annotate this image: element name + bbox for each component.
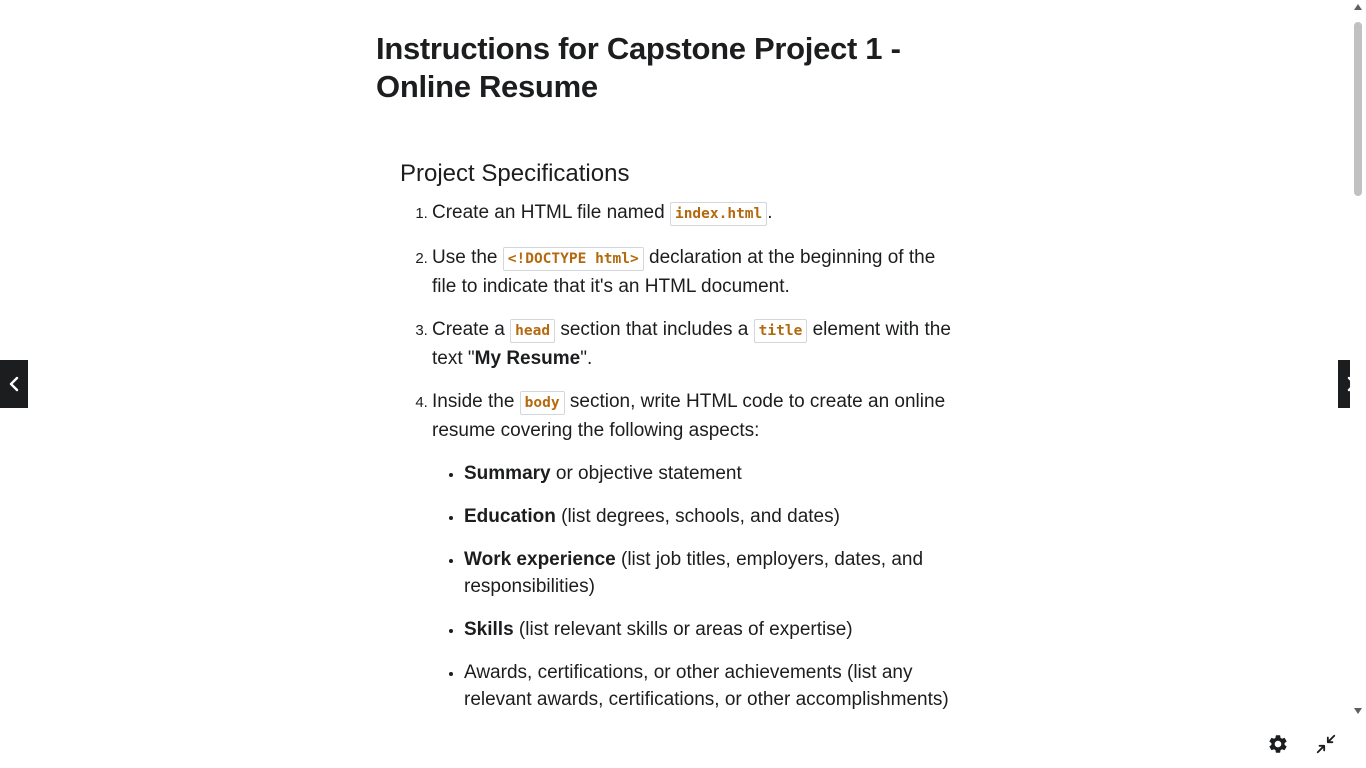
spec-text: Create an HTML file named	[432, 202, 670, 223]
spec-text: Use the	[432, 247, 503, 268]
section-title: Project Specifications	[400, 160, 630, 187]
aspect-text: or objective statement	[550, 463, 742, 484]
spec-text: ".	[580, 348, 593, 369]
spec-text: Inside the	[432, 391, 520, 412]
spec-text: section, write HTML code to create an on…	[432, 391, 946, 441]
spec-text: section that includes a	[555, 319, 754, 340]
vertical-scrollbar[interactable]	[1350, 0, 1366, 720]
bottom-control-bar	[0, 720, 1366, 768]
article-content: Instructions for Capstone Project 1 - On…	[376, 30, 976, 720]
spec-item-2: Use the <!DOCTYPE html> declaration at t…	[432, 244, 960, 300]
aspect-item: Skills (list relevant skills or areas of…	[464, 616, 960, 643]
gear-icon	[1269, 735, 1287, 753]
aspect-text: Awards, certifications, or other achieve…	[464, 662, 949, 710]
bold-text: My Resume	[474, 348, 581, 369]
project-specifications-section: Project Specifications Create an HTML fi…	[400, 159, 976, 713]
inline-code: index.html	[669, 202, 768, 226]
scroll-up-arrow[interactable]	[1353, 2, 1363, 12]
triangle-down-icon	[1354, 708, 1362, 714]
previous-lecture-button[interactable]	[0, 360, 28, 408]
specifications-list: Create an HTML file named index.html. Us…	[400, 199, 960, 713]
aspect-item: Summary or objective statement	[464, 460, 960, 487]
aspect-item: Work experience (list job titles, employ…	[464, 546, 960, 600]
chevron-left-icon	[9, 376, 19, 392]
inline-code: <!DOCTYPE html>	[502, 247, 644, 271]
spec-text: element with the text "	[432, 319, 951, 369]
inline-code: body	[519, 391, 565, 415]
spec-item-4: Inside the body section, write HTML code…	[432, 388, 960, 713]
aspect-bold: Summary	[464, 463, 551, 484]
spec-item-1: Create an HTML file named index.html.	[432, 199, 960, 228]
scroll-thumb[interactable]	[1354, 22, 1362, 196]
aspect-text: (list job titles, employers, dates, and …	[464, 549, 924, 597]
page-title: Instructions for Capstone Project 1 - On…	[376, 31, 901, 104]
collapse-icon	[1316, 734, 1336, 754]
exit-fullscreen-button[interactable]	[1314, 732, 1338, 756]
scroll-down-arrow[interactable]	[1353, 706, 1363, 716]
aspect-item: Education (list degrees, schools, and da…	[464, 503, 960, 530]
spec-text: Create a	[432, 319, 511, 340]
spec-item-3: Create a head section that includes a ti…	[432, 316, 960, 372]
aspect-item: Awards, certifications, or other achieve…	[464, 659, 960, 713]
aspect-bold: Education	[464, 506, 556, 527]
spec-text: declaration at the beginning of the file…	[432, 247, 936, 297]
aspect-text: (list relevant skills or areas of expert…	[513, 619, 853, 640]
settings-button[interactable]	[1266, 732, 1290, 756]
aspect-text: (list degrees, schools, and dates)	[555, 506, 840, 527]
lecture-viewport: Instructions for Capstone Project 1 - On…	[0, 0, 1350, 720]
spec-text: .	[767, 202, 773, 223]
inline-code: head	[510, 319, 556, 343]
inline-code: title	[753, 319, 808, 343]
aspect-bold: Skills	[464, 619, 514, 640]
resume-aspects-list: Summary or objective statement Education…	[432, 460, 960, 713]
aspect-bold: Work experience	[464, 549, 616, 570]
triangle-up-icon	[1354, 4, 1362, 10]
